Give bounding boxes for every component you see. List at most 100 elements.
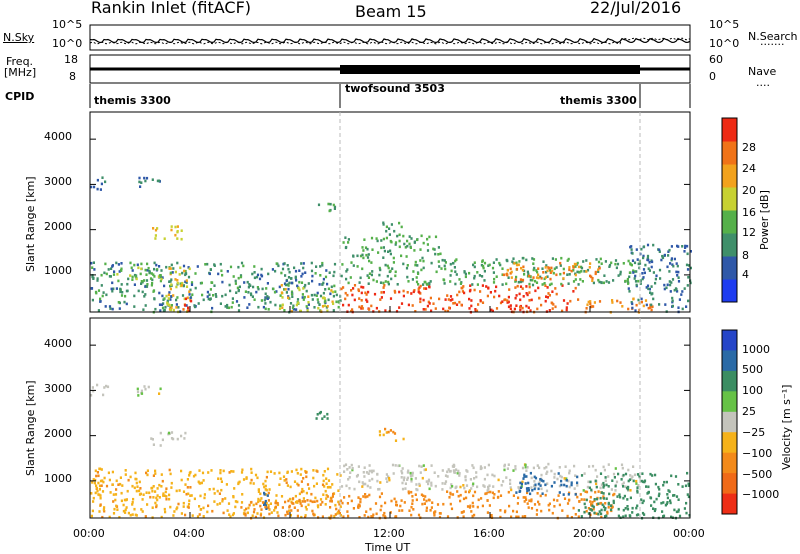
velocity-cell — [530, 507, 534, 510]
velocity-cell — [473, 477, 476, 480]
power-cell — [529, 309, 532, 312]
power-cell — [267, 272, 270, 276]
power-cell — [211, 306, 214, 310]
power-cell — [303, 295, 306, 299]
velocity-cell — [177, 502, 180, 506]
velocity-cell — [109, 491, 112, 494]
velocity-cell — [364, 482, 367, 486]
velocity-cell — [491, 491, 494, 495]
velocity-cell — [514, 465, 517, 468]
power-cell — [544, 266, 547, 269]
velocity-cell — [212, 487, 215, 491]
power-cell — [482, 264, 485, 268]
velocity-cell — [103, 509, 106, 513]
cpid-segment-label-2: twofsound 3503 — [345, 82, 445, 95]
power-cell — [412, 270, 415, 273]
power-cell — [185, 304, 188, 307]
power-cell — [168, 291, 171, 294]
velocity-cell — [304, 515, 307, 519]
velocity-cell — [250, 467, 253, 471]
power-cell — [554, 258, 557, 261]
velocity-cell — [590, 509, 593, 512]
velocity-cell — [264, 488, 267, 491]
power-cell — [481, 284, 484, 287]
velocity-cell — [203, 493, 206, 496]
power-cell — [332, 309, 335, 312]
velocity-cell — [641, 501, 644, 505]
power-cell — [176, 230, 179, 233]
velocity-cell — [576, 481, 579, 485]
velocity-cell — [300, 504, 303, 508]
velocity-cell — [444, 474, 448, 477]
velocity-cell — [480, 497, 483, 500]
velocity-cell — [404, 487, 407, 490]
velocity-cell — [635, 479, 638, 483]
velocity-cell — [632, 465, 635, 468]
power-cell — [614, 262, 617, 266]
power-cell — [533, 266, 536, 270]
power-cbar-tick-16: 16 — [742, 206, 756, 219]
velocity-cell — [462, 515, 465, 518]
velocity-cell — [629, 489, 632, 492]
velocity-cell — [135, 489, 138, 493]
velocity-cell — [622, 496, 625, 500]
velocity-cell — [378, 487, 381, 491]
power-cell — [398, 239, 401, 243]
power-cell — [330, 289, 333, 292]
power-cell — [528, 285, 531, 289]
velocity-cell — [264, 505, 267, 509]
velocity-cell — [315, 417, 318, 420]
velocity-cell — [265, 507, 268, 510]
velocity-cell — [99, 503, 102, 506]
power-cell — [127, 277, 130, 281]
velocity-cell — [182, 490, 186, 493]
velocity-cell — [687, 482, 690, 486]
power-cell — [555, 273, 558, 277]
velocity-cell — [273, 509, 276, 512]
velocity-cell — [264, 504, 267, 507]
power-cell — [655, 274, 658, 278]
power-cell — [266, 282, 269, 285]
power-cell — [398, 245, 401, 249]
velocity-cell — [588, 486, 591, 490]
velocity-cell — [589, 480, 592, 484]
power-cell — [410, 237, 413, 240]
power-cell — [447, 298, 450, 301]
velocity-cell — [180, 434, 183, 438]
velocity-cell — [343, 470, 346, 473]
velocity-cell — [220, 480, 223, 483]
velocity-cell — [553, 476, 556, 479]
beam-label: Beam 15 — [355, 2, 427, 21]
power-cell — [380, 239, 383, 242]
power-cell — [400, 225, 403, 229]
power-cell — [131, 278, 134, 281]
power-cell — [485, 285, 488, 288]
power-cell — [96, 187, 99, 191]
velocity-cell — [487, 463, 490, 467]
velocity-cell — [514, 467, 517, 471]
power-cell — [460, 303, 463, 307]
power-cell — [483, 261, 487, 265]
power-cell — [409, 246, 412, 249]
power-cell — [637, 279, 640, 283]
velocity-cell — [213, 500, 216, 503]
power-cell — [138, 176, 141, 180]
power-cell — [518, 292, 521, 296]
power-cell — [525, 285, 528, 288]
velocity-cell — [662, 483, 665, 487]
velocity-cell — [636, 486, 639, 489]
velocity-cell — [512, 509, 515, 513]
velocity-cell — [170, 481, 173, 485]
power-cell — [101, 176, 104, 179]
power-cell — [416, 264, 419, 267]
power-cell — [160, 303, 164, 306]
power-cell — [96, 279, 99, 282]
velocity-cell — [260, 508, 263, 511]
velocity-cell — [189, 486, 192, 489]
velocity-cell — [608, 492, 611, 496]
power-cell — [597, 260, 601, 264]
velocity-cell — [434, 510, 437, 513]
power-cell — [176, 225, 179, 228]
velocity-cell — [376, 472, 379, 476]
velocity-cell — [670, 515, 673, 519]
